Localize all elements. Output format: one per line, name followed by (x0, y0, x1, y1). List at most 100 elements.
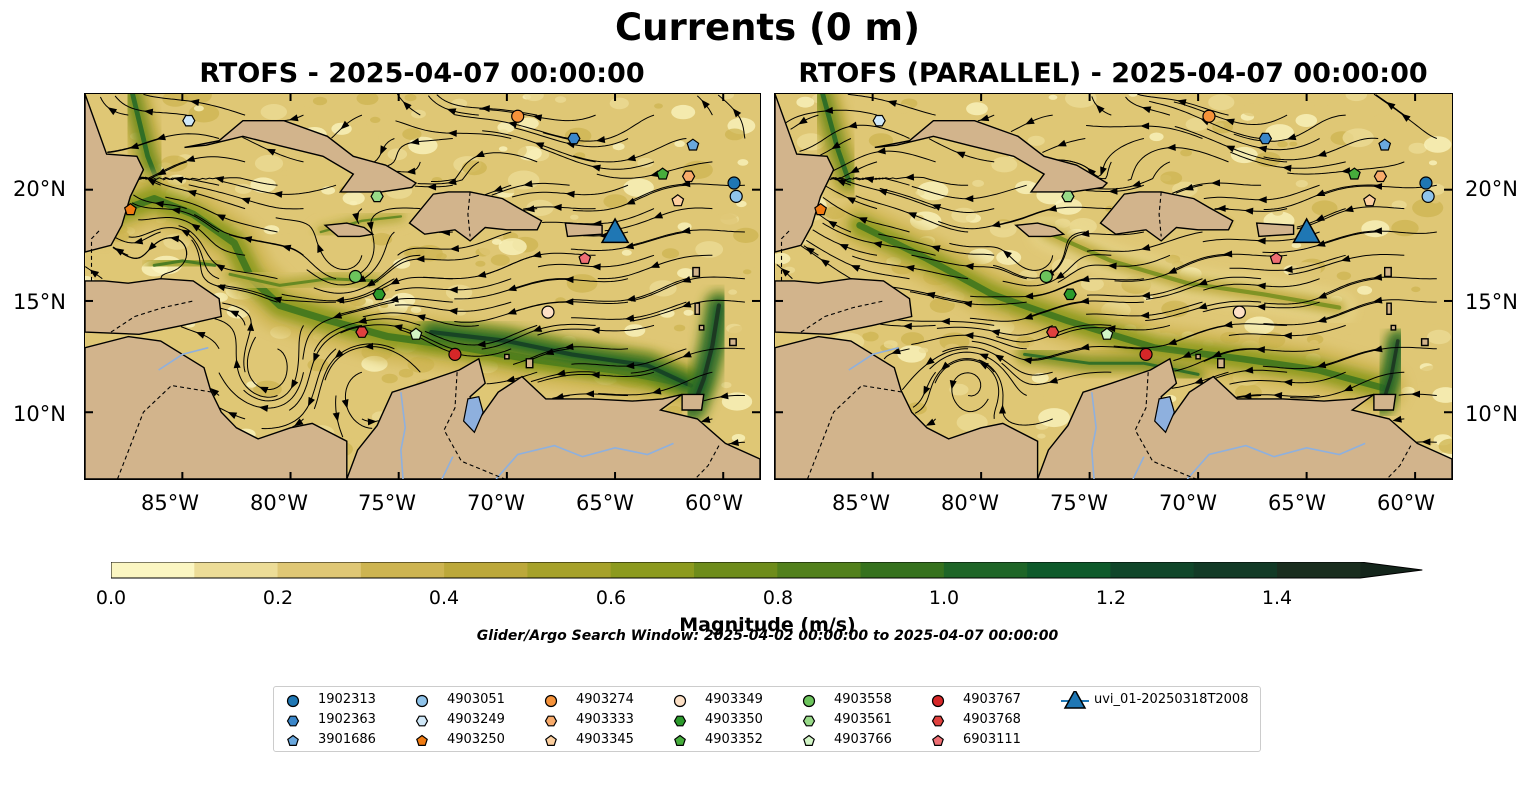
float-marker-4903767[interactable] (1139, 347, 1153, 361)
legend-symbol[interactable] (544, 694, 558, 708)
float-marker-1902363[interactable] (1258, 132, 1273, 145)
legend-symbol[interactable] (286, 715, 300, 727)
float-marker-4903250[interactable] (814, 202, 828, 216)
float-marker-4903349[interactable] (541, 305, 555, 319)
country-border (1134, 372, 1197, 479)
lat-tick-label: 15°N (13, 290, 66, 314)
legend-symbol[interactable] (803, 734, 815, 746)
river (1132, 456, 1145, 479)
float-marker-4903766[interactable] (409, 327, 423, 340)
axis-ticks (85, 94, 760, 479)
map-panel-rtofs-parallel[interactable] (774, 93, 1453, 480)
legend-symbol[interactable] (932, 734, 944, 746)
map-canvas (85, 94, 760, 479)
legend-symbol[interactable] (286, 694, 300, 708)
float-marker-4903767[interactable] (448, 347, 462, 361)
float-marker-4903561[interactable] (1061, 190, 1075, 203)
float-marker-4903349[interactable] (1232, 305, 1246, 319)
legend-marker-icon (674, 734, 686, 746)
map-panel-rtofs[interactable] (84, 93, 761, 480)
float-marker-4903333[interactable] (681, 170, 696, 183)
float-marker-4903274[interactable] (511, 109, 525, 123)
float-marker-1902313[interactable] (727, 176, 741, 190)
country-border (1386, 445, 1412, 479)
float-marker-1902363[interactable] (567, 132, 581, 145)
legend-marker-icon (1061, 691, 1089, 709)
float-marker-4903352[interactable] (1347, 167, 1361, 180)
lon-tick-label: 75°W (1050, 491, 1108, 515)
float-marker-4903249[interactable] (872, 114, 886, 127)
legend-marker-icon (931, 694, 945, 708)
float-marker-3901686[interactable] (1378, 138, 1392, 151)
colorbar-segment (694, 562, 778, 578)
legend-symbol[interactable] (931, 715, 945, 727)
colorbar-segment (277, 562, 362, 578)
float-marker-4903352[interactable] (656, 167, 670, 180)
legend-label: 4903768 (963, 712, 1021, 727)
float-marker-4903768[interactable] (355, 326, 369, 338)
float-marker-6903111[interactable] (578, 251, 592, 265)
colorbar-segment (194, 562, 279, 578)
lon-tick-label: 60°W (1377, 491, 1435, 515)
float-marker-4903558[interactable] (1039, 269, 1053, 284)
float-marker-1902313[interactable] (1419, 176, 1433, 190)
float-marker-4903274[interactable] (1202, 109, 1216, 123)
legend-label: 3901686 (318, 732, 376, 747)
float-marker-4903558[interactable] (348, 269, 363, 284)
float-marker-uvi_01-20250318T2008[interactable] (1292, 217, 1321, 244)
colorbar-segment (860, 562, 945, 578)
float-markers (123, 109, 743, 361)
lat-tick-label: 20°N (1465, 177, 1518, 201)
legend-symbol[interactable] (931, 694, 945, 708)
legend-symbol[interactable] (673, 694, 687, 708)
legend-symbol[interactable] (802, 715, 816, 727)
float-marker-4903345[interactable] (1363, 194, 1377, 207)
legend-symbol[interactable] (544, 715, 558, 727)
lon-tick-label: 85°W (141, 491, 199, 515)
legend-symbol[interactable] (802, 694, 816, 708)
legend-symbol[interactable] (287, 734, 299, 746)
float-marker-6903111[interactable] (1269, 251, 1283, 265)
float-marker-4903333[interactable] (1373, 170, 1388, 183)
legend-marker-icon (416, 734, 428, 746)
country-border (1158, 191, 1162, 237)
legend-symbol[interactable] (415, 715, 429, 727)
legend-symbol[interactable] (415, 694, 429, 708)
country-border (110, 300, 194, 333)
legend-label: 4903274 (576, 692, 634, 707)
float-marker-4903250[interactable] (123, 202, 137, 216)
float-marker-4903561[interactable] (370, 190, 384, 203)
colorbar-segment (1193, 562, 1278, 578)
legend-label: 4903250 (447, 732, 505, 747)
float-marker-4903768[interactable] (1046, 326, 1060, 338)
country-border (806, 384, 904, 479)
float-marker-4903345[interactable] (671, 194, 685, 207)
float-marker-4903249[interactable] (182, 114, 196, 127)
legend-marker-icon (545, 734, 557, 746)
river (441, 456, 454, 479)
float-marker-4903051[interactable] (729, 189, 743, 203)
legend-label: 4903333 (576, 712, 634, 727)
legend-marker-icon (932, 734, 944, 746)
float-markers (814, 109, 1435, 361)
float-marker-4903350[interactable] (372, 288, 386, 301)
lat-tick-label: 10°N (13, 402, 66, 426)
river (495, 442, 674, 479)
colorbar-segment (777, 562, 862, 578)
legend-marker-icon (803, 734, 815, 746)
float-marker-uvi_01-20250318T2008[interactable] (600, 217, 630, 244)
colorbar-tick-label: 0.0 (95, 587, 127, 609)
legend-symbol[interactable] (673, 715, 687, 727)
legend-symbol[interactable] (416, 734, 428, 746)
lon-tick-label: 65°W (576, 491, 634, 515)
legend-symbol[interactable] (674, 734, 686, 746)
colorbar-segment (610, 562, 695, 578)
float-marker-4903051[interactable] (1421, 189, 1435, 203)
legend-symbol[interactable] (545, 734, 557, 746)
legend-triangle-marker[interactable] (1063, 691, 1087, 709)
lat-tick-label: 20°N (13, 177, 66, 201)
land-masses (85, 94, 760, 479)
float-marker-4903766[interactable] (1100, 327, 1114, 340)
float-marker-3901686[interactable] (686, 138, 700, 151)
float-marker-4903350[interactable] (1063, 288, 1077, 301)
